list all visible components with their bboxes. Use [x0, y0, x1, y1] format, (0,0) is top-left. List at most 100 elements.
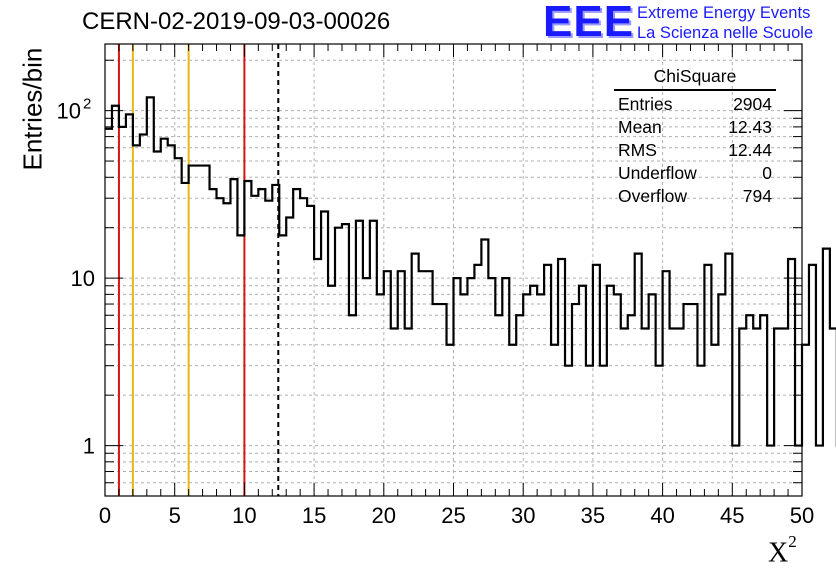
histogram-bin [237, 235, 244, 496]
histogram-bin [830, 329, 836, 496]
histogram-bin [119, 127, 126, 496]
histogram-bin [523, 294, 530, 496]
stats-value: 0 [762, 163, 772, 183]
histogram-bin [182, 183, 189, 496]
histogram-bin [628, 315, 635, 496]
histogram-bin [642, 329, 649, 496]
histogram-bin [433, 304, 440, 496]
histogram-bin [460, 294, 467, 496]
histogram-bin [732, 446, 739, 496]
histogram-bin [175, 158, 182, 496]
x-tick-label: 45 [720, 503, 744, 528]
histogram-bin [600, 366, 607, 496]
histogram-bin [279, 235, 286, 496]
histogram-bin [363, 278, 370, 496]
y-tick-label: 1 [83, 434, 95, 459]
histogram-bin [753, 329, 760, 496]
histogram-bin [217, 198, 224, 496]
histogram-bin [105, 129, 112, 496]
stats-value: 12.44 [728, 140, 772, 160]
x-tick-label: 20 [372, 503, 396, 528]
stats-row-entries: Entries 2904 [614, 93, 780, 116]
histogram-bin [467, 278, 474, 496]
histogram-bin [391, 329, 398, 496]
histogram-bin [258, 189, 265, 496]
stats-row-mean: Mean 12.43 [614, 116, 780, 139]
x-tick-label: 50 [790, 503, 814, 528]
histogram-bin [314, 259, 321, 496]
histogram-bin [447, 345, 454, 496]
histogram-bin [697, 366, 704, 496]
histogram-bin [196, 166, 203, 496]
histogram-bin [586, 366, 593, 496]
histogram-bin [537, 294, 544, 496]
histogram-bin [203, 166, 210, 496]
histogram-bin [767, 446, 774, 496]
x-tick-label: 30 [511, 503, 535, 528]
histogram-bin [509, 345, 516, 496]
histogram-series [105, 96, 836, 496]
stats-row-underflow: Underflow 0 [614, 162, 780, 185]
x-axis-label: X2 [768, 532, 797, 569]
stats-title: ChiSquare [614, 66, 776, 91]
histogram-bin [377, 294, 384, 496]
histogram-bin [565, 366, 572, 496]
eee-logo-mark: EEE [543, 0, 635, 46]
histogram-bin [746, 315, 753, 496]
histogram-bin [126, 114, 133, 496]
axis-ticks [104, 44, 803, 497]
chart-title: CERN-02-2019-09-03-00026 [82, 8, 391, 35]
y-tick-label: 10 [57, 99, 81, 124]
logo-line-2: La Scienza nelle Scuole [637, 24, 814, 42]
histogram-bin [154, 152, 161, 496]
histogram-bin [684, 304, 691, 496]
histogram-bin [161, 139, 168, 496]
histogram-bin [328, 286, 335, 496]
y-axis-label: Entries/bin [17, 47, 48, 171]
histogram-bin [621, 329, 628, 496]
x-tick-label: 40 [650, 503, 674, 528]
stats-label: RMS [618, 140, 657, 160]
histogram-bin [286, 218, 293, 496]
x-tick-label: 15 [302, 503, 326, 528]
y-tick-label-exponent: 2 [83, 96, 91, 113]
histogram-bin [495, 315, 502, 496]
histogram-bin [140, 135, 147, 496]
histogram-bin [251, 196, 258, 496]
histogram-bin [781, 329, 788, 496]
histogram-bin [210, 189, 217, 496]
logo-line-1: Extreme Energy Events [637, 4, 811, 22]
histogram-bin [419, 271, 426, 496]
x-tick-label: 25 [441, 503, 465, 528]
histogram-bin [112, 106, 119, 496]
histogram-bin [405, 329, 412, 496]
stats-value: 2904 [733, 94, 772, 114]
histogram-bin [551, 345, 558, 496]
stats-label: Overflow [618, 186, 688, 206]
histogram-bin [300, 198, 307, 496]
histogram-bin [656, 366, 663, 496]
histogram-bin [168, 145, 175, 496]
x-tick-label: 5 [169, 503, 181, 528]
histogram-bin [293, 189, 300, 496]
histogram-bin [349, 315, 356, 496]
stats-value: 12.43 [728, 117, 772, 137]
histogram-bin [147, 97, 154, 496]
histogram-bin [189, 166, 196, 496]
histogram-bin [670, 329, 677, 496]
stats-label: Mean [618, 117, 662, 137]
histogram-bin [530, 286, 537, 496]
x-tick-label: 10 [232, 503, 256, 528]
histogram-bin [677, 329, 684, 496]
y-tick-label: 10 [71, 266, 95, 291]
histogram-bin [223, 203, 230, 496]
stats-row-overflow: Overflow 794 [614, 185, 780, 208]
eee-logo: EEE Extreme Energy Events La Scienza nel… [543, 0, 833, 46]
stats-row-rms: RMS 12.44 [614, 139, 780, 162]
stats-label: Entries [618, 94, 673, 114]
histogram-bin [816, 446, 823, 496]
histogram-bin [474, 265, 481, 496]
histogram-step-line [105, 96, 836, 447]
